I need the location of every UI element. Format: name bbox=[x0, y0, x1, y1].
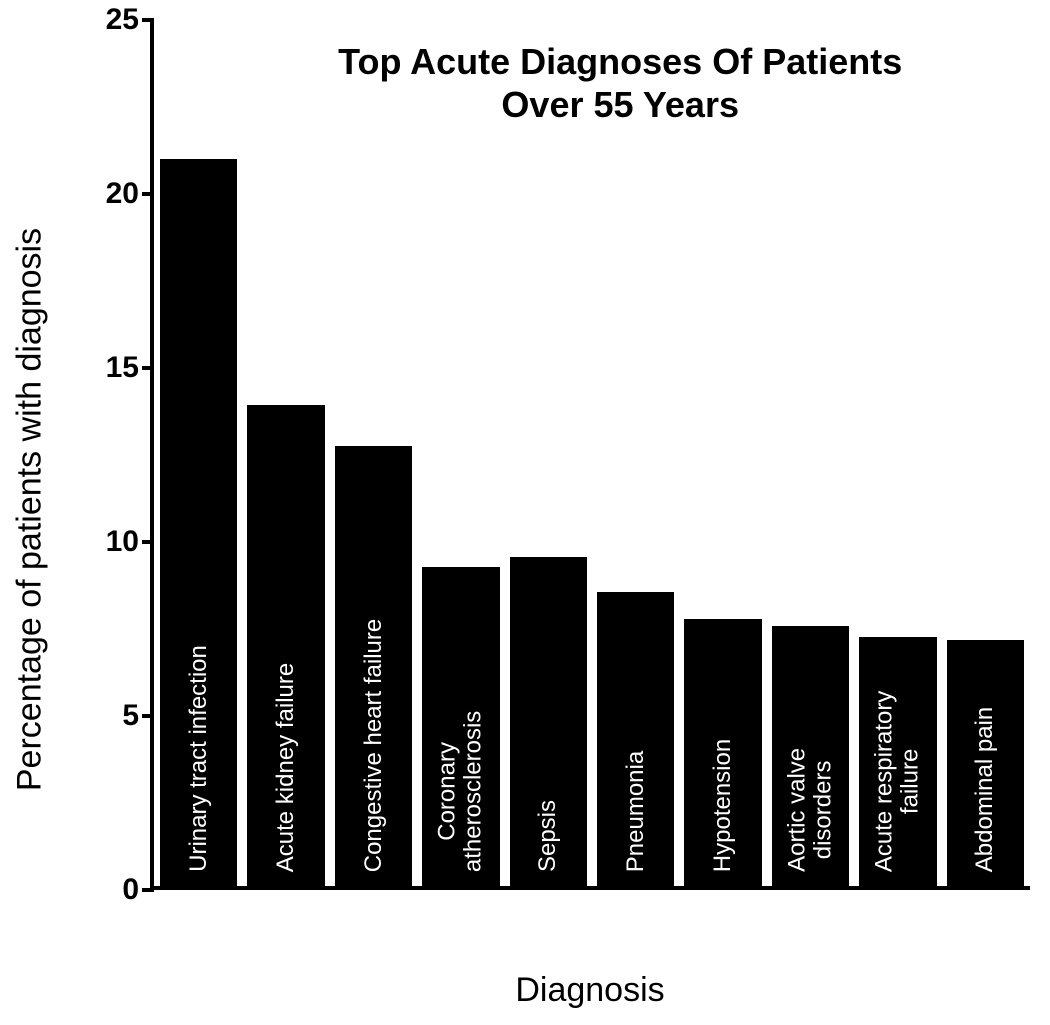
y-tick-label: 25 bbox=[94, 3, 139, 37]
bar-label: Pneumonia bbox=[622, 751, 650, 872]
bar-label: Hypotension bbox=[709, 739, 737, 872]
bar: Coronaryatherosclerosis bbox=[422, 567, 499, 886]
y-axis-label: Percentage of patients with diagnosis bbox=[11, 228, 50, 791]
plot-area: Top Acute Diagnoses Of Patients Over 55 … bbox=[150, 20, 1030, 890]
bar-label: Acute kidney failure bbox=[272, 663, 300, 872]
bar: Aortic valvedisorders bbox=[772, 626, 849, 886]
bar-label: Abdominal pain bbox=[971, 707, 999, 872]
bar-label: Coronaryatherosclerosis bbox=[435, 711, 488, 872]
bars-group: Urinary tract infection Acute kidney fail… bbox=[154, 20, 1030, 886]
bar-label: Aortic valvedisorders bbox=[784, 748, 837, 872]
bar: Abdominal pain bbox=[947, 640, 1024, 886]
y-tick-label: 20 bbox=[94, 177, 139, 211]
y-tick bbox=[142, 192, 154, 196]
y-tick bbox=[142, 540, 154, 544]
chart-container: Percentage of patients with diagnosis To… bbox=[40, 10, 1040, 970]
bar: Acute kidney failure bbox=[247, 405, 324, 886]
bar: Congestive heart failure bbox=[335, 446, 412, 886]
bar: Acute respiratoryfailure bbox=[859, 637, 936, 886]
bar: Sepsis bbox=[510, 557, 587, 886]
bar: Hypotension bbox=[684, 619, 761, 886]
bar: Pneumonia bbox=[597, 592, 674, 886]
bar-label: Congestive heart failure bbox=[360, 619, 388, 872]
y-tick bbox=[142, 366, 154, 370]
bar: Urinary tract infection bbox=[160, 159, 237, 886]
y-tick-label: 0 bbox=[94, 873, 139, 907]
x-axis-label: Diagnosis bbox=[515, 971, 664, 1010]
y-tick bbox=[142, 888, 154, 892]
y-tick-label: 10 bbox=[94, 525, 139, 559]
y-tick bbox=[142, 714, 154, 718]
bar-label: Sepsis bbox=[534, 800, 562, 872]
bar-label: Acute respiratoryfailure bbox=[872, 691, 925, 872]
y-tick bbox=[142, 18, 154, 22]
y-tick-label: 15 bbox=[94, 351, 139, 385]
y-tick-label: 5 bbox=[94, 699, 139, 733]
bar-label: Urinary tract infection bbox=[185, 645, 213, 872]
